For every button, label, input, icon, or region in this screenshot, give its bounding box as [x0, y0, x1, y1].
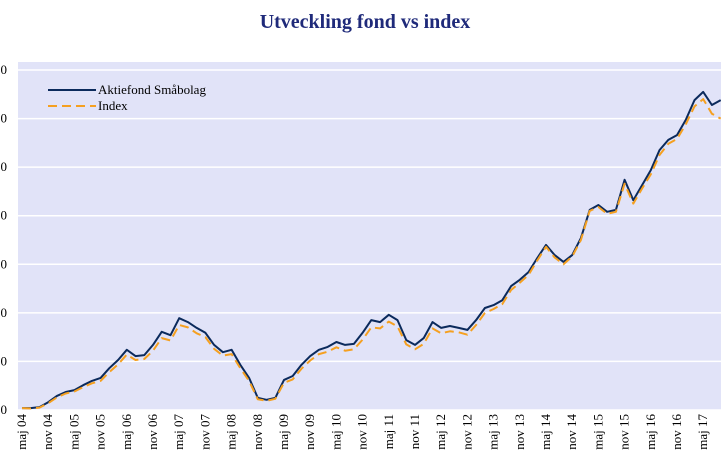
y-tick-label: 700: [0, 111, 7, 126]
series-line: [21, 98, 721, 410]
y-tick-label: 100: [0, 402, 7, 417]
x-tick-label: maj 09: [276, 414, 291, 450]
x-tick-label: maj 16: [643, 414, 658, 450]
x-tick-label: maj 12: [433, 414, 448, 450]
x-tick-label: maj 06: [119, 414, 134, 450]
x-tick-label: nov 16: [669, 414, 684, 450]
x-tick-label: nov 12: [459, 414, 474, 450]
plot-area: [18, 62, 721, 410]
x-tick-label: nov 08: [250, 414, 265, 450]
x-tick-label: nov 15: [617, 414, 632, 450]
x-tick-label: nov 10: [355, 414, 370, 450]
legend-label: Aktiefond Småbolag: [98, 82, 206, 97]
x-tick-label: maj 17: [695, 414, 710, 450]
series-line: [22, 90, 721, 410]
x-tick-label: maj 08: [224, 414, 239, 450]
x-tick-label: maj 04: [14, 414, 29, 450]
x-tick-label: nov 07: [197, 414, 212, 450]
y-tick-label: 400: [0, 256, 7, 271]
x-tick-label: nov 09: [302, 414, 317, 450]
x-tick-label: maj 05: [66, 414, 81, 450]
y-tick-label: 600: [0, 159, 7, 174]
y-tick-label: 300: [0, 305, 7, 320]
chart-title: Utveckling fond vs index: [260, 11, 471, 33]
x-tick-label: nov 06: [145, 414, 160, 450]
x-tick-label: nov 11: [407, 414, 422, 449]
x-tick-label: nov 13: [512, 414, 527, 450]
x-tick-label: maj 13: [486, 414, 501, 450]
x-tick-label: nov 05: [93, 414, 108, 450]
x-tick-label: maj 07: [171, 414, 186, 450]
x-tick-label: maj 15: [590, 414, 605, 450]
y-tick-label: 200: [0, 353, 7, 368]
legend-label: Index: [98, 98, 128, 113]
x-tick-label: nov 04: [40, 414, 55, 450]
x-tick-label: nov 14: [564, 414, 579, 450]
y-tick-label: 800: [0, 62, 7, 77]
y-tick-label: 500: [0, 208, 7, 223]
x-tick-label: maj 14: [538, 414, 553, 450]
x-tick-label: maj 11: [381, 414, 396, 449]
x-tick-label: maj 10: [328, 414, 343, 450]
